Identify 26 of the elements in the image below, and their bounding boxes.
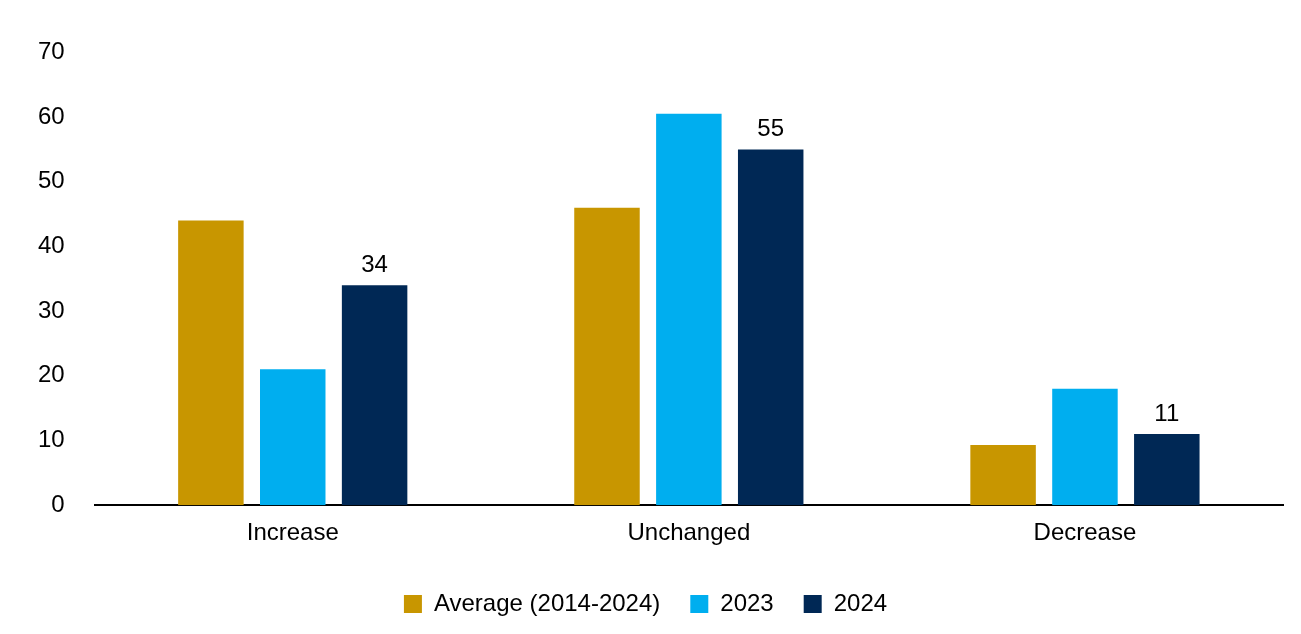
- y-tick-label: 30: [37, 295, 65, 323]
- bar: [341, 285, 408, 506]
- y-tick-label: 10: [37, 425, 65, 453]
- bar: [1134, 434, 1200, 506]
- y-tick-label: 20: [37, 360, 65, 388]
- legend-label: Average (2014-2024): [433, 588, 661, 616]
- x-tick-label: Decrease: [1033, 518, 1137, 546]
- bar: [260, 369, 326, 506]
- y-tick-label: 0: [51, 489, 65, 517]
- legend-label: 2024: [833, 588, 888, 616]
- y-tick-label: 60: [37, 101, 65, 129]
- bar: [178, 220, 244, 506]
- x-tick-label: Unchanged: [627, 518, 751, 546]
- y-tick-label: 40: [37, 231, 65, 259]
- bar: [574, 207, 640, 506]
- bar: [970, 445, 1036, 506]
- bar: [656, 113, 722, 506]
- y-tick-label: 70: [37, 37, 65, 65]
- y-tick-label: 50: [37, 166, 65, 194]
- data-label: 55: [757, 114, 785, 142]
- x-tick-label: Increase: [246, 518, 339, 546]
- data-label: 11: [1154, 398, 1180, 426]
- bar: [1052, 388, 1118, 506]
- legend-label: 2023: [720, 588, 774, 616]
- data-label: 34: [361, 249, 388, 277]
- bar: [737, 149, 804, 506]
